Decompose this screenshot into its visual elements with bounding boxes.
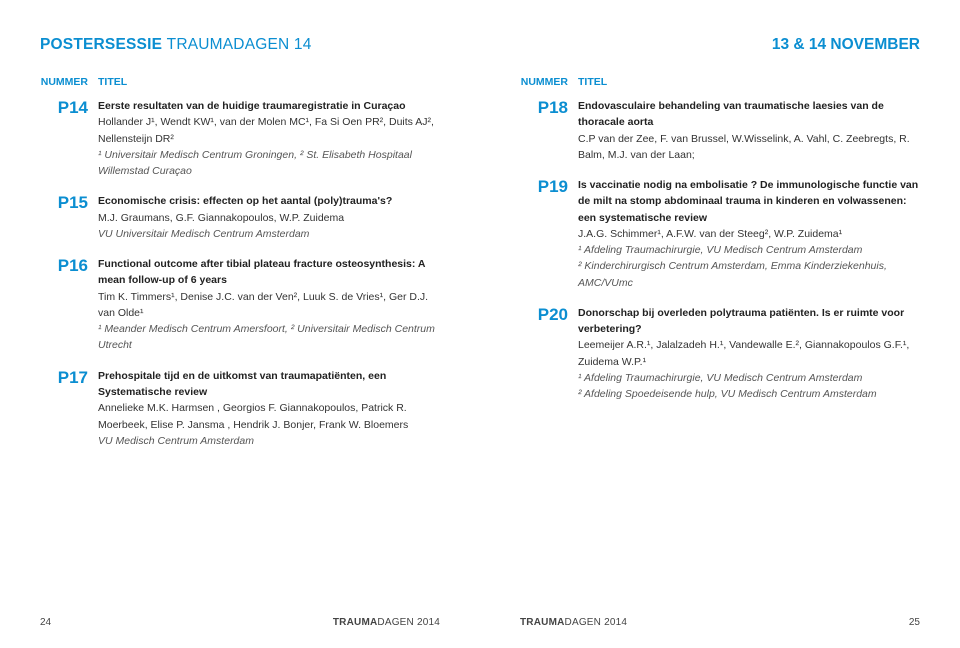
entries-left: P14 Eerste resultaten van de huidige tra…: [40, 98, 440, 609]
header-row: POSTERSESSIE TRAUMADAGEN 14: [40, 36, 440, 54]
poster-number: P17: [40, 368, 98, 449]
poster-number: P20: [520, 305, 578, 403]
footer-right: TRAUMADAGEN 2014 25: [520, 609, 920, 628]
poster-title: Eerste resultaten van de huidige traumar…: [98, 98, 440, 114]
poster-body: Eerste resultaten van de huidige traumar…: [98, 98, 440, 179]
poster-number: P18: [520, 98, 578, 163]
poster-number: P14: [40, 98, 98, 179]
poster-number: P16: [40, 256, 98, 354]
page-right: 13 & 14 NOVEMBER NUMMER TITEL P18 Endova…: [480, 0, 960, 648]
col-titel-header: TITEL: [578, 76, 607, 88]
poster-number: P15: [40, 193, 98, 242]
poster-title: Economische crisis: effecten op het aant…: [98, 193, 440, 209]
poster-authors: Hollander J¹, Wendt KW¹, van der Molen M…: [98, 114, 440, 147]
poster-entry: P19 Is vaccinatie nodig na embolisatie ?…: [520, 177, 920, 291]
columns-header-left: NUMMER TITEL: [40, 76, 440, 88]
entries-right: P18 Endovasculaire behandeling van traum…: [520, 98, 920, 609]
footer-brand-rest: DAGEN 2014: [377, 617, 440, 628]
poster-affiliation: VU Medisch Centrum Amsterdam: [98, 433, 440, 449]
poster-authors: J.A.G. Schimmer¹, A.F.W. van der Steeg²,…: [578, 226, 920, 242]
poster-entry: P14 Eerste resultaten van de huidige tra…: [40, 98, 440, 179]
poster-affiliation: ¹ Universitair Medisch Centrum Groningen…: [98, 147, 440, 180]
footer-brand-bold: TRAUMA: [333, 617, 378, 628]
poster-number: P19: [520, 177, 578, 291]
session-prefix: POSTERSESSIE: [40, 36, 162, 53]
session-title: POSTERSESSIE TRAUMADAGEN 14: [40, 36, 312, 54]
poster-body: Economische crisis: effecten op het aant…: [98, 193, 440, 242]
poster-authors: Tim K. Timmers¹, Denise J.C. van der Ven…: [98, 289, 440, 322]
session-suffix: TRAUMADAGEN 14: [167, 36, 312, 53]
footer-brand: TRAUMADAGEN 2014: [333, 617, 440, 628]
columns-header-right: NUMMER TITEL: [520, 76, 920, 88]
page-number: 25: [909, 617, 920, 628]
footer-left: 24 TRAUMADAGEN 2014: [40, 609, 440, 628]
col-nummer-header: NUMMER: [40, 76, 98, 88]
poster-entry: P17 Prehospitale tijd en de uitkomst van…: [40, 368, 440, 449]
poster-entry: P15 Economische crisis: effecten op het …: [40, 193, 440, 242]
poster-affiliation: ¹ Afdeling Traumachirurgie, VU Medisch C…: [578, 370, 920, 403]
page-number: 24: [40, 617, 51, 628]
poster-affiliation: VU Universitair Medisch Centrum Amsterda…: [98, 226, 440, 242]
poster-title: Endovasculaire behandeling van traumatis…: [578, 98, 920, 131]
poster-body: Prehospitale tijd en de uitkomst van tra…: [98, 368, 440, 449]
col-titel-header: TITEL: [98, 76, 127, 88]
date-title: 13 & 14 NOVEMBER: [772, 36, 920, 54]
poster-title: Is vaccinatie nodig na embolisatie ? De …: [578, 177, 920, 226]
page-left: POSTERSESSIE TRAUMADAGEN 14 NUMMER TITEL…: [0, 0, 480, 648]
poster-authors: Leemeijer A.R.¹, Jalalzadeh H.¹, Vandewa…: [578, 337, 920, 370]
footer-brand-bold: TRAUMA: [520, 617, 565, 628]
poster-title: Functional outcome after tibial plateau …: [98, 256, 440, 289]
poster-authors: M.J. Graumans, G.F. Giannakopoulos, W.P.…: [98, 210, 440, 226]
poster-body: Endovasculaire behandeling van traumatis…: [578, 98, 920, 163]
poster-body: Functional outcome after tibial plateau …: [98, 256, 440, 354]
poster-entry: P20 Donorschap bij overleden polytrauma …: [520, 305, 920, 403]
poster-title: Donorschap bij overleden polytrauma pati…: [578, 305, 920, 338]
poster-affiliation: ¹ Meander Medisch Centrum Amersfoort, ² …: [98, 321, 440, 354]
header-row-right: 13 & 14 NOVEMBER: [520, 36, 920, 54]
poster-body: Is vaccinatie nodig na embolisatie ? De …: [578, 177, 920, 291]
poster-body: Donorschap bij overleden polytrauma pati…: [578, 305, 920, 403]
poster-affiliation: ¹ Afdeling Traumachirurgie, VU Medisch C…: [578, 242, 920, 291]
poster-title: Prehospitale tijd en de uitkomst van tra…: [98, 368, 440, 401]
poster-entry: P16 Functional outcome after tibial plat…: [40, 256, 440, 354]
poster-authors: Annelieke M.K. Harmsen , Georgios F. Gia…: [98, 400, 440, 433]
footer-brand: TRAUMADAGEN 2014: [520, 617, 627, 628]
poster-authors: C.P van der Zee, F. van Brussel, W.Wisse…: [578, 131, 920, 164]
poster-entry: P18 Endovasculaire behandeling van traum…: [520, 98, 920, 163]
footer-brand-rest: DAGEN 2014: [565, 617, 628, 628]
col-nummer-header: NUMMER: [520, 76, 578, 88]
